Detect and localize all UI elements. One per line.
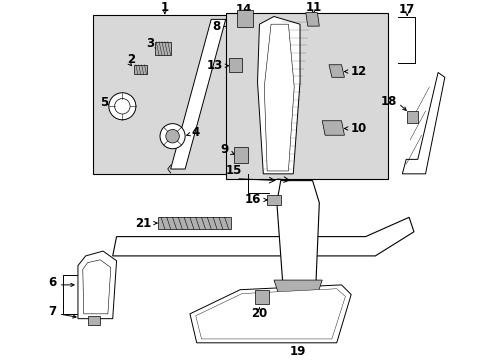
Text: 16: 16 <box>244 193 261 206</box>
Polygon shape <box>189 285 350 343</box>
Circle shape <box>109 93 136 120</box>
Text: 8: 8 <box>212 20 221 33</box>
Text: 20: 20 <box>251 307 267 320</box>
Polygon shape <box>170 19 225 169</box>
Polygon shape <box>407 111 417 123</box>
Text: 21: 21 <box>135 217 151 230</box>
Polygon shape <box>195 289 345 339</box>
Polygon shape <box>158 217 230 229</box>
Polygon shape <box>322 121 344 135</box>
Circle shape <box>160 123 185 149</box>
Text: 1: 1 <box>161 1 168 14</box>
Polygon shape <box>305 13 319 26</box>
Bar <box>93 14 236 174</box>
Polygon shape <box>264 24 294 171</box>
Polygon shape <box>87 316 100 325</box>
Text: 18: 18 <box>379 95 396 108</box>
Polygon shape <box>234 147 247 163</box>
Text: 6: 6 <box>48 276 57 289</box>
Text: 9: 9 <box>220 143 228 156</box>
Polygon shape <box>402 72 444 174</box>
Circle shape <box>114 99 130 114</box>
Polygon shape <box>82 260 111 314</box>
Polygon shape <box>254 290 268 304</box>
Text: 13: 13 <box>206 59 223 72</box>
Polygon shape <box>112 217 413 256</box>
Text: 5: 5 <box>100 96 108 109</box>
Text: 12: 12 <box>349 65 366 78</box>
Bar <box>225 13 387 179</box>
Polygon shape <box>276 181 319 294</box>
Polygon shape <box>266 195 280 205</box>
Bar <box>237 10 252 27</box>
Polygon shape <box>257 17 300 174</box>
Polygon shape <box>328 65 344 77</box>
Polygon shape <box>78 251 116 319</box>
Text: 14: 14 <box>235 3 252 16</box>
Text: 11: 11 <box>305 1 321 14</box>
Text: 17: 17 <box>398 3 414 16</box>
Text: 4: 4 <box>191 126 200 139</box>
Polygon shape <box>228 58 242 72</box>
Text: 3: 3 <box>146 37 154 50</box>
Text: 7: 7 <box>48 305 57 318</box>
Polygon shape <box>273 280 322 294</box>
Text: 19: 19 <box>289 345 305 358</box>
Text: 2: 2 <box>127 53 135 66</box>
Polygon shape <box>134 65 146 75</box>
Text: 15: 15 <box>225 165 242 177</box>
Circle shape <box>165 130 179 143</box>
Polygon shape <box>155 41 170 55</box>
Text: 10: 10 <box>349 122 366 135</box>
